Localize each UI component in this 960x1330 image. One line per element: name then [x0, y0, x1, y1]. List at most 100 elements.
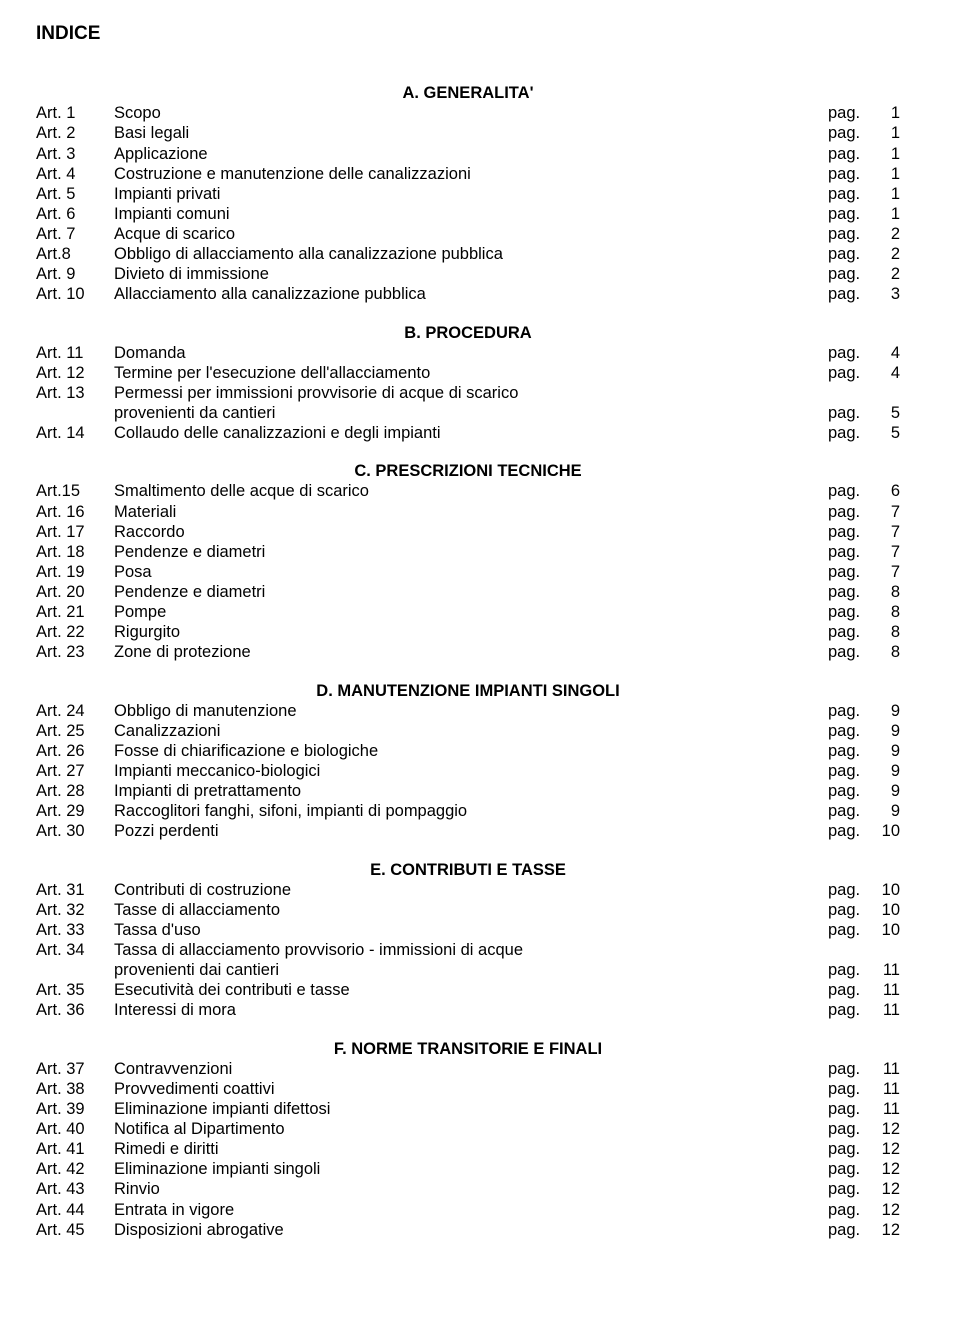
- toc-pag-label: pag.: [828, 602, 872, 622]
- toc-page-number: 9: [872, 741, 900, 761]
- toc-pag-label: pag.: [828, 721, 872, 741]
- section-heading: B. PROCEDURA: [36, 323, 900, 343]
- toc-row: Art. 35Esecutività dei contributi e tass…: [36, 980, 900, 1000]
- toc-row: Art. 36Interessi di morapag.11: [36, 1000, 900, 1020]
- toc-description: Permessi per immissioni provvisorie di a…: [114, 383, 900, 403]
- toc-page-number: 1: [872, 204, 900, 224]
- toc-pag-label: pag.: [828, 821, 872, 841]
- toc-pag-label: pag.: [828, 900, 872, 920]
- toc-description: Basi legali: [114, 123, 828, 143]
- toc-row: Art. 21Pompepag.8: [36, 602, 900, 622]
- toc-row: Art. 10Allacciamento alla canalizzazione…: [36, 284, 900, 304]
- toc-pag-label: pag.: [828, 1139, 872, 1159]
- toc-page-number: 7: [872, 502, 900, 522]
- toc-page-number: 12: [872, 1159, 900, 1179]
- toc-article: Art.15: [36, 481, 114, 501]
- toc-article: Art. 7: [36, 224, 114, 244]
- toc-page-number: 11: [872, 1059, 900, 1079]
- toc-description: Tasse di allacciamento: [114, 900, 828, 920]
- toc-article: Art. 32: [36, 900, 114, 920]
- toc-pag-label: pag.: [828, 1059, 872, 1079]
- toc-row: Art. 23Zone di protezionepag.8: [36, 642, 900, 662]
- toc-row: Art. 17Raccordopag.7: [36, 522, 900, 542]
- toc-description: Tassa di allacciamento provvisorio - imm…: [114, 940, 900, 960]
- toc-page-number: 1: [872, 103, 900, 123]
- toc-pag-label: pag.: [828, 701, 872, 721]
- section-heading: D. MANUTENZIONE IMPIANTI SINGOLI: [36, 681, 900, 701]
- toc-page-number: 9: [872, 781, 900, 801]
- toc-row: Art. 24Obbligo di manutenzionepag.9: [36, 701, 900, 721]
- toc-page-number: 11: [872, 980, 900, 1000]
- toc-article: Art. 24: [36, 701, 114, 721]
- table-of-contents: A. GENERALITA'Art. 1Scopopag.1Art. 2Basi…: [36, 83, 900, 1240]
- toc-pag-label: pag.: [828, 1200, 872, 1220]
- toc-pag-label: pag.: [828, 103, 872, 123]
- toc-row: Art. 5Impianti privatipag.1: [36, 184, 900, 204]
- toc-row-continuation: provenienti da cantieripag.5: [36, 403, 900, 423]
- toc-pag-label: pag.: [828, 284, 872, 304]
- toc-page-number: 12: [872, 1220, 900, 1240]
- toc-row: Art. 14Collaudo delle canalizzazioni e d…: [36, 423, 900, 443]
- toc-page-number: 11: [872, 960, 900, 980]
- toc-article: Art.8: [36, 244, 114, 264]
- toc-pag-label: pag.: [828, 582, 872, 602]
- toc-pag-label: pag.: [828, 264, 872, 284]
- toc-row: Art. 27Impianti meccanico-biologicipag.9: [36, 761, 900, 781]
- toc-description: Contravvenzioni: [114, 1059, 828, 1079]
- toc-description: Entrata in vigore: [114, 1200, 828, 1220]
- toc-pag-label: pag.: [828, 403, 872, 423]
- section-heading: E. CONTRIBUTI E TASSE: [36, 860, 900, 880]
- toc-description: Rinvio: [114, 1179, 828, 1199]
- toc-description: Obbligo di manutenzione: [114, 701, 828, 721]
- toc-row: Art. 11Domandapag.4: [36, 343, 900, 363]
- toc-description: Acque di scarico: [114, 224, 828, 244]
- toc-description: Tassa d'uso: [114, 920, 828, 940]
- toc-page-number: 7: [872, 542, 900, 562]
- toc-pag-label: pag.: [828, 741, 872, 761]
- toc-row: Art. 42Eliminazione impianti singolipag.…: [36, 1159, 900, 1179]
- toc-row: Art. 2Basi legalipag.1: [36, 123, 900, 143]
- toc-row: Art. 34Tassa di allacciamento provvisori…: [36, 940, 900, 960]
- toc-page-number: 10: [872, 900, 900, 920]
- toc-page-number: 10: [872, 821, 900, 841]
- toc-page-number: 8: [872, 602, 900, 622]
- toc-pag-label: pag.: [828, 1220, 872, 1240]
- toc-row: Art. 43Rinviopag.12: [36, 1179, 900, 1199]
- toc-article: Art. 11: [36, 343, 114, 363]
- toc-description: Pozzi perdenti: [114, 821, 828, 841]
- toc-description: Impianti privati: [114, 184, 828, 204]
- section-heading: A. GENERALITA': [36, 83, 900, 103]
- toc-pag-label: pag.: [828, 224, 872, 244]
- toc-article: Art. 17: [36, 522, 114, 542]
- toc-article: Art. 26: [36, 741, 114, 761]
- toc-description: Collaudo delle canalizzazioni e degli im…: [114, 423, 828, 443]
- toc-description: Rimedi e diritti: [114, 1139, 828, 1159]
- toc-article: Art. 29: [36, 801, 114, 821]
- page-title: INDICE: [36, 22, 900, 45]
- toc-row: Art. 28Impianti di pretrattamentopag.9: [36, 781, 900, 801]
- toc-description: Canalizzazioni: [114, 721, 828, 741]
- toc-page-number: 11: [872, 1099, 900, 1119]
- toc-page-number: 12: [872, 1179, 900, 1199]
- toc-page-number: 9: [872, 761, 900, 781]
- toc-description: Eliminazione impianti difettosi: [114, 1099, 828, 1119]
- toc-row: Art. 45Disposizioni abrogativepag.12: [36, 1220, 900, 1240]
- toc-row: Art. 40Notifica al Dipartimentopag.12: [36, 1119, 900, 1139]
- toc-row: Art. 22Rigurgitopag.8: [36, 622, 900, 642]
- toc-pag-label: pag.: [828, 164, 872, 184]
- toc-page-number: 9: [872, 701, 900, 721]
- toc-article: Art. 9: [36, 264, 114, 284]
- toc-article: Art. 14: [36, 423, 114, 443]
- toc-row: Art. 44Entrata in vigorepag.12: [36, 1200, 900, 1220]
- toc-page-number: 4: [872, 363, 900, 383]
- toc-description-cont: provenienti da cantieri: [114, 403, 828, 423]
- toc-article: Art. 28: [36, 781, 114, 801]
- toc-page-number: 5: [872, 403, 900, 423]
- toc-row: Art. 32Tasse di allacciamentopag.10: [36, 900, 900, 920]
- toc-article: Art. 37: [36, 1059, 114, 1079]
- toc-article: Art. 12: [36, 363, 114, 383]
- toc-article: Art. 45: [36, 1220, 114, 1240]
- toc-description: Materiali: [114, 502, 828, 522]
- toc-description: Pendenze e diametri: [114, 582, 828, 602]
- toc-page-number: 11: [872, 1000, 900, 1020]
